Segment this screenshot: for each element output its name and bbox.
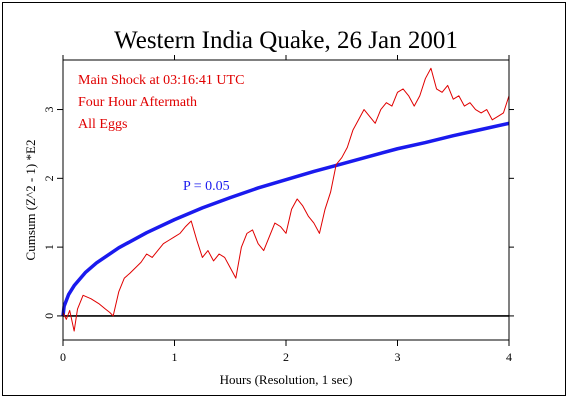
annotation-all-eggs: All Eggs (78, 117, 127, 132)
ticks-layer: 0 1 2 3 4 0 1 2 3 (42, 55, 514, 364)
series-layer (61, 67, 510, 332)
annotation-four-hour: Four Hour Aftermath (78, 95, 197, 110)
y-tick-label-2: 2 (42, 175, 56, 181)
annotation-main-shock: Main Shock at 03:16:41 UTC (78, 73, 244, 88)
x-tick-label-2: 2 (283, 350, 289, 364)
y-tick-label-3: 3 (42, 107, 56, 113)
x-axis-label: Hours (Resolution, 1 sec) (220, 372, 353, 387)
legend-p-label: P = 0.05 (183, 179, 230, 194)
chart-frame (2, 2, 566, 396)
x-tick-label-0: 0 (60, 350, 66, 364)
series-cumsum-line (62, 67, 510, 332)
x-tick-label-1: 1 (172, 350, 178, 364)
x-tick-label-4: 4 (506, 350, 512, 364)
y-tick-label-0: 0 (42, 313, 56, 319)
series-p-005-line (61, 121, 510, 317)
y-axis-label: Cumsum (Z^2 - 1) *E2 (23, 140, 38, 261)
chart-title: Western India Quake, 26 Jan 2001 (114, 27, 458, 54)
y-tick-label-1: 1 (42, 244, 56, 250)
x-tick-label-3: 3 (395, 350, 401, 364)
